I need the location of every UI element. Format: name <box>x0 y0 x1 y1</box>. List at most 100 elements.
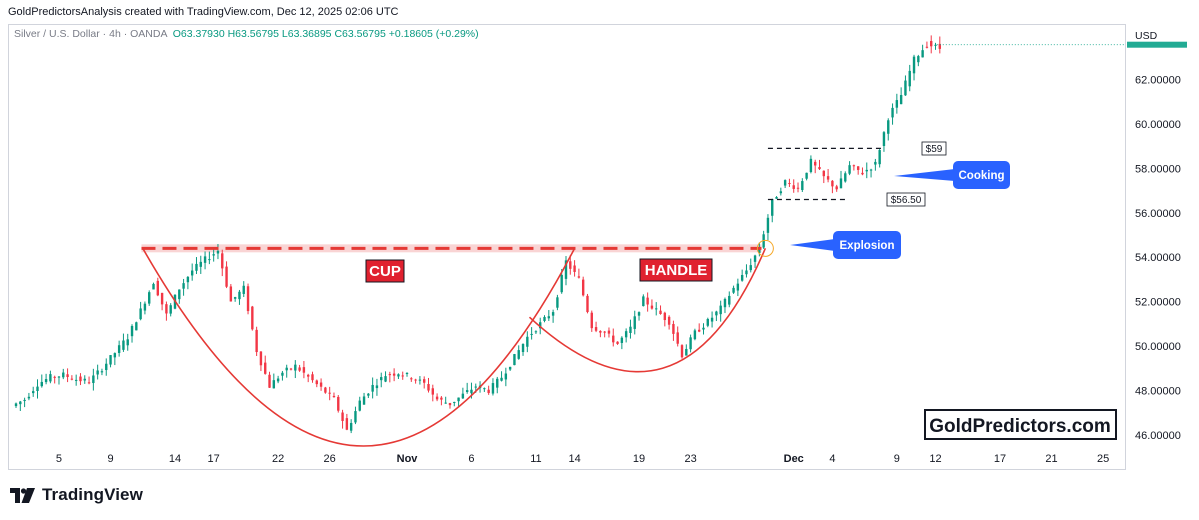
candle-body <box>92 375 95 384</box>
candle-body <box>530 333 533 335</box>
candle-body <box>822 170 825 177</box>
candle-body <box>831 180 834 187</box>
candle-body <box>453 401 456 403</box>
candle-body <box>685 348 688 356</box>
candle-body <box>238 291 241 300</box>
x-tick-label: Dec <box>784 453 804 465</box>
candle-body <box>246 286 250 312</box>
candle-body <box>143 303 147 311</box>
candle-body <box>569 261 572 269</box>
candle-body <box>410 378 413 380</box>
x-tick-label: 17 <box>994 453 1006 465</box>
candle-body <box>83 378 86 381</box>
candle-body <box>349 422 353 431</box>
candle-body <box>178 289 181 300</box>
candle-body <box>904 80 907 96</box>
candle-body <box>233 297 237 299</box>
candle-body <box>852 165 856 167</box>
candle-body <box>401 375 404 377</box>
y-tick-label: 58.00000 <box>1135 163 1181 175</box>
candle-body <box>560 274 563 293</box>
candle-body <box>874 161 877 165</box>
cup-label-text: CUP <box>369 263 401 280</box>
candle-body <box>337 396 340 411</box>
candle-body <box>706 319 709 326</box>
candle-body <box>440 397 443 400</box>
x-tick-label: 17 <box>208 453 220 465</box>
cooking-callout: Cooking <box>894 161 1010 189</box>
tradingview-brand[interactable]: TradingView <box>10 484 143 506</box>
level-5650-label-text: $56.50 <box>891 195 922 206</box>
candle-body <box>826 176 830 180</box>
candle-body <box>758 248 761 254</box>
candle-body <box>899 95 903 105</box>
candle-body <box>229 286 233 302</box>
chart-pane[interactable] <box>8 24 1125 470</box>
candle-body <box>332 395 336 398</box>
resistance-band <box>141 244 762 253</box>
candle-body <box>753 255 757 262</box>
candle-body <box>624 331 628 338</box>
x-tick-label: 12 <box>929 453 941 465</box>
candle-body <box>251 306 254 330</box>
candle-body <box>612 335 615 343</box>
y-tick-label: 62.00000 <box>1135 75 1181 87</box>
candle-body <box>586 295 589 313</box>
candle-body <box>397 374 400 377</box>
candle-body <box>814 161 817 166</box>
candle-body <box>650 305 654 309</box>
candle-body <box>264 362 267 374</box>
candle-body <box>457 397 460 402</box>
handle-curve <box>528 248 767 373</box>
x-tick-label: 5 <box>56 453 62 465</box>
candle-body <box>384 376 387 382</box>
explosion-callout: Explosion <box>790 231 901 259</box>
symbol-legend: Silver / U.S. Dollar · 4h · OANDA O63.37… <box>14 28 479 40</box>
candle-body <box>135 322 138 331</box>
price-axis[interactable] <box>1125 24 1193 470</box>
candle-body <box>255 329 258 353</box>
candle-body <box>474 386 477 388</box>
candle-body <box>547 316 551 319</box>
candle-body <box>887 120 890 134</box>
candle-body <box>483 388 486 390</box>
candle-body <box>607 330 611 334</box>
candle-body <box>182 283 185 289</box>
candle-body <box>380 377 383 381</box>
level-59-label-box <box>921 141 947 156</box>
candle-body <box>354 411 357 423</box>
candle-body <box>306 374 310 377</box>
candle-body <box>289 368 293 370</box>
candle-body <box>32 391 35 394</box>
candle-body <box>57 376 61 378</box>
candle-body <box>594 327 598 331</box>
candle-body <box>242 285 245 294</box>
candle-body <box>105 363 108 371</box>
candle-body <box>878 150 881 165</box>
candle-body <box>388 374 392 376</box>
candle-body <box>281 372 284 376</box>
candle-body <box>788 183 791 185</box>
candle-body <box>646 297 649 305</box>
candle-body <box>539 322 542 329</box>
candle-body <box>53 376 56 378</box>
candle-body <box>676 332 679 344</box>
candle-body <box>779 191 783 194</box>
candle-body <box>723 298 727 308</box>
level-5650-label-box <box>886 192 926 207</box>
candle-body <box>130 325 134 337</box>
candle-body <box>792 185 795 189</box>
candle-body <box>427 384 430 391</box>
x-tick-label: 19 <box>633 453 645 465</box>
x-tick-label: Nov <box>397 453 419 465</box>
candle-body <box>324 387 327 393</box>
y-tick-label: 52.00000 <box>1135 297 1181 309</box>
candle-body <box>315 380 318 385</box>
candle-body <box>882 132 886 147</box>
candle-body <box>367 393 370 396</box>
candle-body <box>521 343 525 353</box>
explosion-callout-box <box>833 231 901 259</box>
candle-body <box>139 308 142 320</box>
candle-body <box>461 393 465 399</box>
